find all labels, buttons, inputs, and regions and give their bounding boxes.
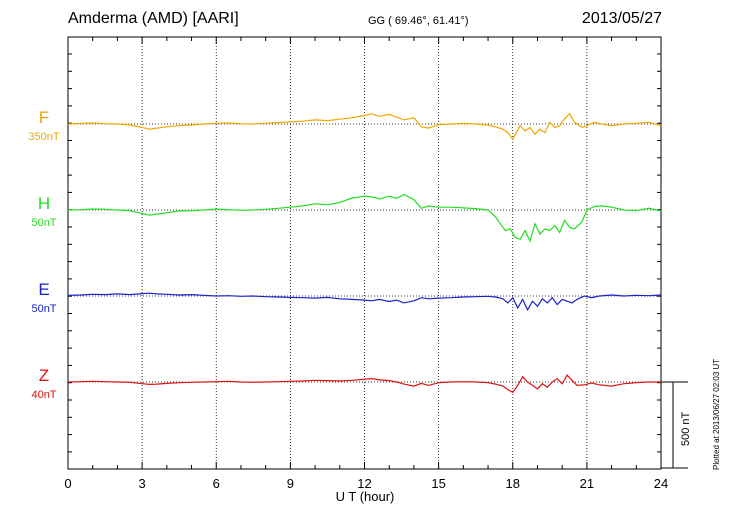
geographic-coordinates: GG ( 69.46°, 61.41°) <box>368 15 469 27</box>
x-tick-label: 0 <box>64 476 71 491</box>
x-tick-label: 24 <box>654 476 668 491</box>
series-line-H <box>67 193 662 243</box>
series-scale-E: 50nT <box>31 303 57 315</box>
scale-bar-label: 500 nT <box>680 411 692 446</box>
date-label: 2013/05/27 <box>581 10 662 27</box>
series-label-E: E <box>38 280 50 299</box>
x-tick-label: 21 <box>580 476 594 491</box>
series-scale-H: 50nT <box>31 217 57 229</box>
x-tick-label: 15 <box>431 476 445 491</box>
x-tick-label: 12 <box>357 476 371 491</box>
x-tick-label: 3 <box>139 476 146 491</box>
series-label-H: H <box>37 194 51 213</box>
plotted-timestamp: Plotted at 2013/06/27 02:03 UT <box>712 358 721 470</box>
x-tick-label: 18 <box>506 476 520 491</box>
x-tick-label: 9 <box>287 476 294 491</box>
series-scale-F: 350nT <box>28 131 60 143</box>
series-label-F: F <box>38 108 50 127</box>
series-label-Z: Z <box>38 366 50 385</box>
x-tick-label: 6 <box>213 476 220 491</box>
series-line-E <box>67 292 662 312</box>
series-scale-Z: 40nT <box>31 389 57 401</box>
series-line-F <box>67 112 662 141</box>
series-line-Z <box>67 374 661 394</box>
station-title: Amderma (AMD) [AARI] <box>68 10 239 27</box>
x-axis-label: U T (hour) <box>335 489 395 504</box>
